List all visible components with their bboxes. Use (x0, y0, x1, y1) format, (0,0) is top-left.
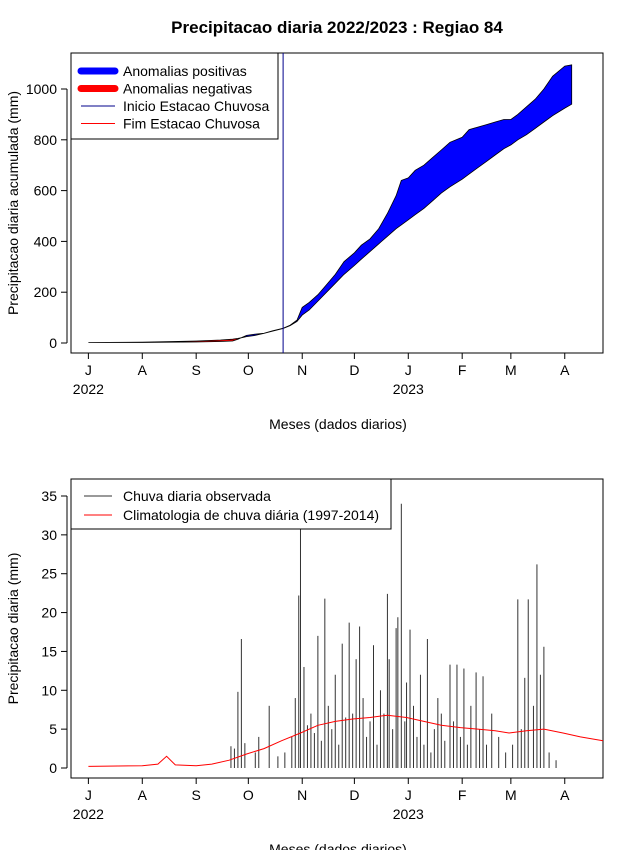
negative-anomaly-area (88, 337, 242, 343)
bottom-x-tick-label: A (560, 787, 570, 803)
bottom-y-tick-label: 0 (49, 760, 57, 776)
top-y-tick-label: 600 (34, 183, 58, 199)
bottom-x-tick-label: J (85, 787, 92, 803)
top-x-tick-label: N (297, 362, 307, 378)
legend-entry-bottom-0: Chuva diaria observada (123, 488, 271, 504)
bottom-y-axis-label: Precipitacao diaria (mm) (5, 553, 21, 705)
top-x-tick-label: J (85, 362, 92, 378)
legend-entry-bottom-1: Climatologia de chuva diária (1997-2014) (123, 507, 379, 523)
top-x-tick-label: A (560, 362, 570, 378)
bottom-x-tick-label: N (297, 787, 307, 803)
top-y-tick-label: 0 (49, 335, 57, 351)
top-x-tick-label: S (192, 362, 201, 378)
bottom-x-tick-label: F (458, 787, 467, 803)
bottom-y-tick-label: 35 (41, 488, 57, 504)
bottom-x-tick-label: S (192, 787, 201, 803)
legend-entry-1: Anomalias negativas (123, 81, 252, 97)
bottom-x-tick-label: D (349, 787, 359, 803)
cumulative-precipitation-panel: 0 200 400 600 800 1000 J A S O N D J F M A 2022 2023 Meses… (5, 52, 604, 432)
top-y-tick-label: 800 (34, 132, 58, 148)
chart-title: Precipitacao diaria 2022/2023 : Regiao 8… (171, 18, 503, 37)
top-y-tick-label: 1000 (26, 81, 57, 97)
bottom-y-tick-label: 10 (41, 682, 57, 698)
bottom-x-axis-label: Meses (dados diarios) (269, 841, 407, 850)
top-y-axis-label: Precipitacao diaria acumulada (mm) (5, 91, 21, 315)
bottom-x-tick-label: M (505, 787, 517, 803)
top-x-tick-label: J (405, 362, 412, 378)
legend-entry-2: Inicio Estacao Chuvosa (123, 98, 270, 114)
top-x-tick-label: F (458, 362, 467, 378)
legend-entry-0: Anomalias positivas (123, 63, 247, 79)
bottom-x-tick-label: O (243, 787, 254, 803)
bottom-y-tick-label: 20 (41, 605, 57, 621)
top-year-label: 2023 (393, 381, 424, 397)
top-year-label: 2022 (73, 381, 104, 397)
bottom-x-tick-label: A (138, 787, 148, 803)
top-x-tick-label: A (138, 362, 148, 378)
top-y-tick-label: 200 (34, 284, 58, 300)
bottom-year-label: 2022 (73, 806, 104, 822)
bottom-y-tick-label: 25 (41, 566, 57, 582)
daily-precipitation-panel: 0 5 10 15 20 25 30 35 J A S O N D J F M A 2022 2023 Meses (d… (5, 478, 604, 850)
top-x-axis-label: Meses (dados diarios) (269, 416, 407, 432)
bottom-x-tick-label: J (405, 787, 412, 803)
bottom-y-tick-label: 30 (41, 527, 57, 543)
legend-entry-3: Fim Estacao Chuvosa (123, 116, 260, 132)
top-legend-box (70, 52, 279, 140)
top-x-tick-label: D (349, 362, 359, 378)
bottom-legend-box (70, 478, 392, 530)
bottom-legend: Chuva diaria observada Climatologia de ch… (70, 478, 392, 530)
top-x-tick-label: M (505, 362, 517, 378)
bottom-y-tick-label: 5 (49, 721, 57, 737)
climatology-line (88, 714, 604, 767)
top-x-tick-label: O (243, 362, 254, 378)
top-legend: Anomalias positivas Anomalias negativasIn… (70, 52, 279, 140)
bottom-y-tick-label: 15 (41, 643, 57, 659)
positive-anomaly-area (241, 64, 573, 339)
top-y-tick-label: 400 (34, 233, 58, 249)
bottom-year-label: 2023 (393, 806, 424, 822)
